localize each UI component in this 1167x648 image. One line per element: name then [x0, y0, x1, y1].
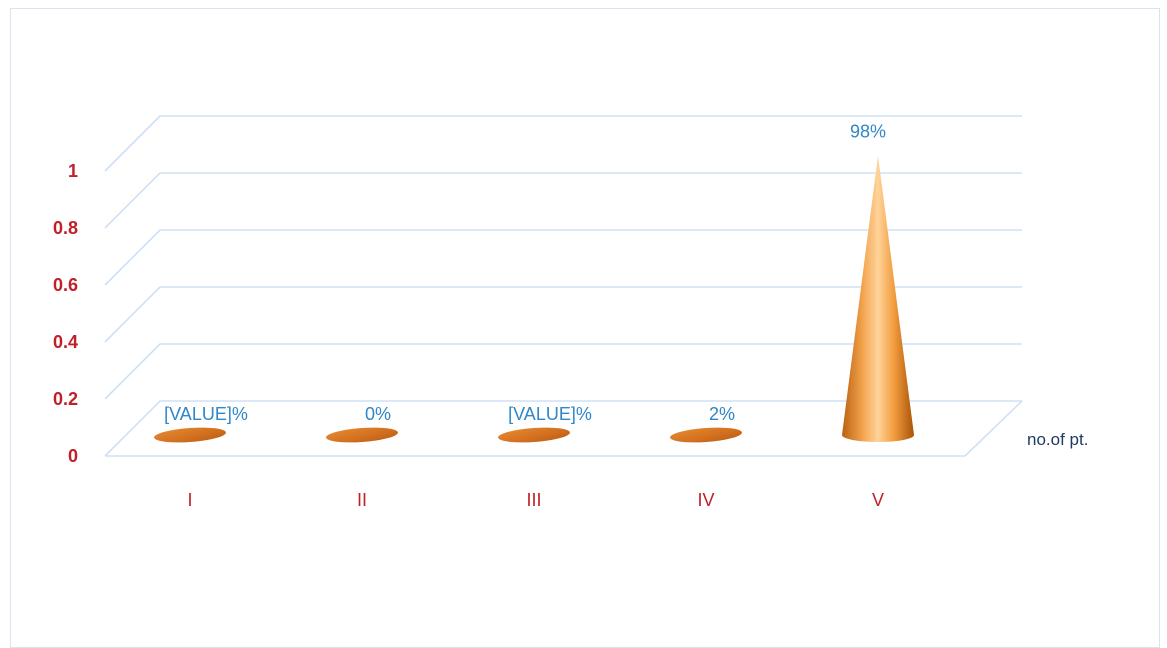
- data-label: 0%: [365, 404, 391, 424]
- bar-cone-base: [326, 427, 398, 443]
- gridline: [104, 115, 1022, 172]
- legend-entry: no.of pt.: [1027, 430, 1088, 449]
- data-label: 2%: [709, 404, 735, 424]
- bar-cone: [842, 155, 914, 442]
- data-label: [VALUE]%: [508, 404, 592, 424]
- y-tick-label: 0.4: [53, 332, 78, 352]
- gridline: [104, 286, 1022, 343]
- floor-side-edge: [964, 400, 1023, 457]
- gridline: [104, 400, 1022, 457]
- bar-cone-base: [154, 427, 226, 443]
- data-label: 98%: [850, 122, 886, 142]
- x-tick-label: III: [526, 490, 541, 510]
- y-tick-label: 1: [68, 161, 78, 181]
- gridline: [104, 172, 1022, 229]
- bar-cone-base: [670, 427, 742, 443]
- y-tick-label: 0.6: [53, 275, 78, 295]
- x-tick-label: V: [872, 490, 884, 510]
- y-tick-label: 0.2: [53, 389, 78, 409]
- chart-canvas: 0 0.2 0.4 0.6 0.8 1 [VALUE]% I 0% II [VALUE]% III 2%…: [53, 115, 1088, 510]
- y-tick-label: 0: [68, 446, 78, 466]
- chart-frame: [10, 8, 1160, 648]
- gridline: [104, 343, 1022, 400]
- bar-cone-base: [498, 427, 570, 443]
- x-tick-label: IV: [697, 490, 714, 510]
- data-label: [VALUE]%: [164, 404, 248, 424]
- y-tick-label: 0.8: [53, 218, 78, 238]
- x-tick-label: II: [357, 490, 367, 510]
- gridline: [104, 229, 1022, 286]
- x-tick-label: I: [187, 490, 192, 510]
